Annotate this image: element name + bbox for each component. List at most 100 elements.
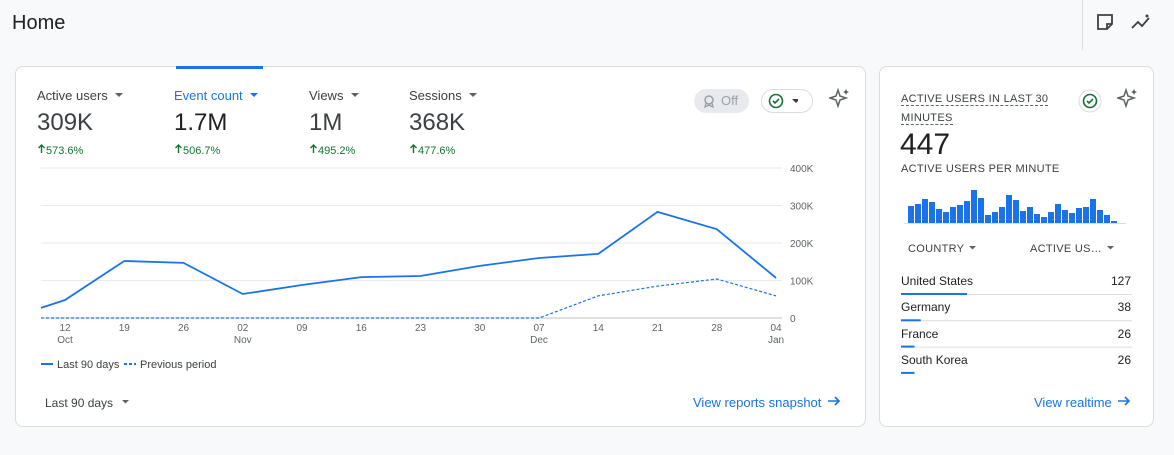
realtime-title-text: ACTIVE USERS IN LAST 30 MINUTES: [901, 93, 1049, 125]
check-caret: [768, 93, 798, 109]
toggle-off[interactable]: Off: [694, 89, 749, 113]
bar: [992, 212, 998, 223]
bar: [985, 215, 991, 223]
caret: [1107, 246, 1115, 250]
arrow-icon: [828, 396, 841, 406]
link-text: View realtime: [1034, 395, 1112, 410]
x-tick-label: 21: [652, 323, 664, 334]
toggle-label: Off: [721, 93, 739, 108]
bar: [915, 204, 921, 223]
metric-label: Active users: [37, 88, 108, 103]
country-name: South Korea: [901, 352, 968, 367]
x-month-label: Oct: [57, 335, 73, 346]
status-icon[interactable]: [1077, 89, 1103, 113]
y-tick-label: 0: [790, 314, 796, 325]
bar: [1090, 199, 1096, 223]
realtime-value: 447: [900, 128, 951, 161]
x-tick-label: 26: [178, 323, 190, 334]
link-text: View reports snapshot: [693, 395, 822, 410]
metric-value: 1M: [309, 109, 343, 136]
date-range: Last 90 days: [45, 396, 114, 410]
view-realtime-link[interactable]: View realtime: [1034, 395, 1133, 410]
bar: [1048, 212, 1054, 223]
x-tick-label: 07: [533, 323, 545, 334]
caret: [250, 93, 259, 97]
x-tick-label: 04: [770, 323, 782, 334]
date-range-dropdown[interactable]: Last 90 days: [45, 396, 134, 410]
tab-indicator: [176, 66, 263, 69]
bar: [1083, 207, 1089, 223]
country-value: 38: [1117, 300, 1131, 315]
bar: [1111, 221, 1117, 223]
insights-icon[interactable]: [1130, 12, 1152, 32]
realtime-title: ACTIVE USERS IN LAST 30 MINUTES: [901, 90, 1051, 128]
metric-value: 368K: [409, 109, 466, 136]
bar: [999, 207, 1005, 223]
up-arrow: [410, 144, 417, 153]
metric-change: 506.7%: [183, 145, 221, 157]
country-bar: [901, 345, 915, 348]
x-tick-label: 12: [59, 323, 71, 334]
metric-change: 573.6%: [46, 145, 84, 157]
country-bar: [901, 319, 921, 322]
bar: [922, 199, 928, 223]
page-title: Home: [12, 12, 66, 34]
y-tick-label: 400K: [790, 164, 814, 175]
legend-label: Previous period: [140, 359, 216, 371]
caret: [122, 400, 130, 404]
bar: [1097, 210, 1103, 223]
summary-card: [15, 66, 866, 427]
header-text: COUNTRY: [908, 243, 965, 255]
divider: [1082, 0, 1083, 50]
bar: [929, 202, 935, 223]
metric-label: Views: [309, 88, 344, 103]
bar: [1041, 217, 1047, 223]
bar: [1006, 195, 1012, 223]
metric-change: 495.2%: [318, 145, 356, 157]
bar: [936, 209, 942, 223]
legend-label: Last 90 days: [57, 359, 120, 371]
bar: [1062, 210, 1068, 223]
metric-change: 477.6%: [418, 145, 456, 157]
x-month-label: Jan: [768, 335, 784, 346]
x-tick-label: 09: [296, 323, 308, 334]
bar: [908, 206, 914, 223]
sparkle-icon[interactable]: [1117, 88, 1139, 110]
country-name: Germany: [901, 300, 951, 315]
table-header[interactable]: ACTIVE US…: [1030, 243, 1117, 255]
realtime-subtitle: ACTIVE USERS PER MINUTE: [901, 163, 1060, 175]
caret: [969, 246, 977, 250]
metric-tab[interactable]: Active users 309K 573.6%: [37, 87, 126, 159]
metric-tab[interactable]: Sessions 368K 477.6%: [409, 87, 480, 159]
sparkle-icon[interactable]: [829, 88, 851, 110]
x-tick-label: 19: [119, 323, 131, 334]
bar: [1034, 214, 1040, 223]
caret: [350, 93, 359, 97]
metric-tab[interactable]: Event count 1.7M 506.7%: [174, 87, 261, 159]
line-series: [41, 278, 777, 319]
table-header[interactable]: COUNTRY: [908, 243, 979, 255]
bar: [978, 198, 984, 223]
view-reports-link[interactable]: View reports snapshot: [693, 395, 843, 410]
x-tick-label: 16: [356, 323, 368, 334]
y-tick-label: 300K: [790, 202, 814, 213]
y-tick-label: 100K: [790, 277, 814, 288]
arrow-icon: [1118, 396, 1131, 406]
x-tick-label: 28: [711, 323, 723, 334]
x-tick-label: 14: [593, 323, 605, 334]
up-arrow: [310, 144, 317, 153]
country-value: 127: [1110, 274, 1131, 288]
caret: [469, 93, 478, 97]
x-month-label: Dec: [530, 335, 548, 346]
country-name: France: [901, 326, 939, 341]
country-value: 26: [1117, 352, 1131, 367]
notes-icon[interactable]: [1095, 12, 1115, 32]
up-arrow: [175, 144, 182, 153]
metric-value: 1.7M: [174, 109, 228, 136]
status-dropdown[interactable]: [761, 89, 813, 113]
bar: [1069, 213, 1075, 223]
x-tick-label: 23: [415, 323, 427, 334]
bar: [971, 190, 977, 223]
metric-tab[interactable]: Views 1M 495.2%: [309, 87, 362, 159]
bar: [1020, 211, 1026, 223]
